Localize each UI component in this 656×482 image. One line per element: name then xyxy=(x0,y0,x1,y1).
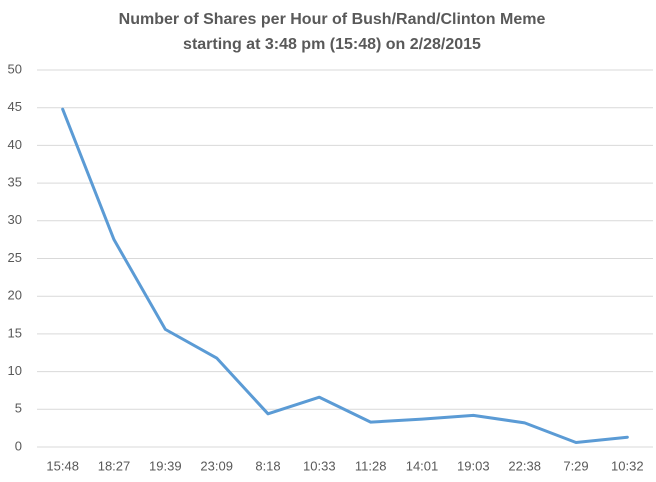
y-tick-label: 25 xyxy=(8,250,22,265)
x-tick-label: 22:38 xyxy=(508,458,541,473)
x-tick-label: 10:33 xyxy=(303,458,336,473)
data-line xyxy=(61,107,629,444)
x-tick-label: 15:48 xyxy=(46,458,79,473)
x-tick-label: 18:27 xyxy=(98,458,131,473)
y-tick-label: 20 xyxy=(8,288,22,303)
y-tick-label: 50 xyxy=(8,61,22,76)
y-tick-label: 5 xyxy=(15,401,22,416)
x-tick-label: 11:28 xyxy=(355,458,387,473)
y-tick-label: 10 xyxy=(8,363,22,378)
chart-subtitle: starting at 3:48 pm (15:48) on 2/28/2015 xyxy=(183,36,481,53)
y-tick-label: 40 xyxy=(8,137,22,152)
chart-title: Number of Shares per Hour of Bush/Rand/C… xyxy=(119,11,546,28)
y-tick-label: 30 xyxy=(8,212,22,227)
x-tick-label: 19:39 xyxy=(149,458,182,473)
x-tick-label: 10:32 xyxy=(611,458,644,473)
x-tick-label: 7:29 xyxy=(563,458,588,473)
x-tick-label: 19:03 xyxy=(457,458,490,473)
x-tick-label: 23:09 xyxy=(200,458,233,473)
y-tick-label: 45 xyxy=(8,99,22,114)
x-tick-label: 14:01 xyxy=(406,458,439,473)
y-tick-label: 15 xyxy=(8,325,22,340)
x-tick-label: 8:18 xyxy=(255,458,280,473)
y-tick-label: 35 xyxy=(8,175,22,190)
y-tick-label: 0 xyxy=(15,438,22,453)
